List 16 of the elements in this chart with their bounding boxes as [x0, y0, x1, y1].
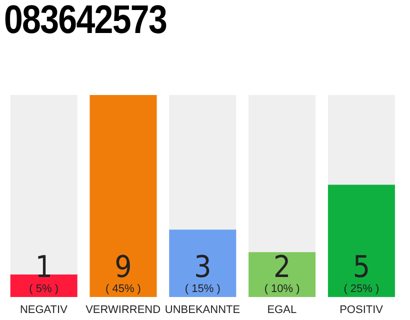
x-tick-label: POSITIV [340, 304, 384, 316]
chart-title: 083642573 [4, 0, 167, 43]
annotation: ( 45% ) [106, 283, 141, 295]
data-label: 3 [194, 250, 212, 285]
x-tick-label: VERWIRREND [86, 304, 161, 316]
data-label: 5 [352, 250, 370, 285]
data-label: 2 [273, 250, 291, 285]
x-tick-label: NEGATIV [20, 304, 68, 316]
x-tick-label: UNBEKANNTE [164, 304, 240, 316]
annotation: ( 25% ) [344, 283, 380, 295]
data-label: 9 [114, 250, 132, 285]
x-tick-label: EGAL [267, 304, 297, 316]
annotation: ( 10% ) [264, 283, 300, 295]
annotation: ( 15% ) [184, 283, 220, 295]
bar [248, 252, 316, 297]
annotation: ( 5% ) [29, 283, 59, 295]
